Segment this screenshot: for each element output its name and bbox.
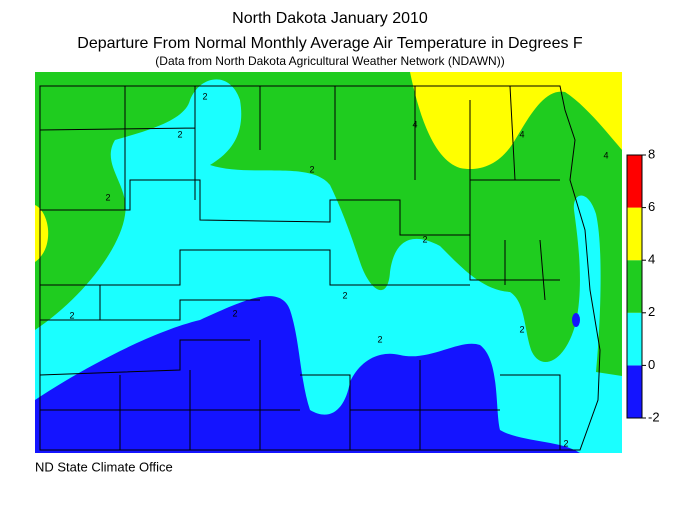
contour-label: 2 [105, 192, 110, 202]
color-legend: 8 6 4 2 0 -2 [626, 146, 660, 424]
legend-band [627, 260, 642, 313]
contour-label: 4 [412, 119, 417, 129]
footer: ND State Climate Office [35, 459, 173, 474]
note: (Data from North Dakota Agricultural Wea… [155, 54, 504, 68]
contour-label: 2 [69, 310, 74, 320]
region-neg2-0 [35, 296, 580, 453]
contour-label: 2 [232, 308, 237, 318]
contour-label: 2 [563, 438, 568, 448]
contour-label: 2 [377, 334, 382, 344]
contour-label: 4 [519, 129, 524, 139]
legend-tick-label: 0 [648, 357, 655, 372]
county-lines [39, 85, 601, 451]
contour-label: 2 [422, 234, 427, 244]
legend-tick-label: 8 [648, 146, 655, 161]
title: North Dakota January 2010 [232, 10, 428, 27]
contour-label: 2 [519, 324, 524, 334]
region-4-6 [410, 72, 622, 170]
legend-band [627, 365, 642, 418]
contour-label: 4 [603, 150, 608, 160]
contour-labels: 2 2 2 2 2 2 2 2 2 2 2 4 4 4 [69, 91, 608, 448]
legend-band [627, 207, 642, 261]
legend-tick-label: -2 [648, 409, 660, 424]
contour-label: 2 [342, 290, 347, 300]
region-4-6-west [35, 205, 49, 262]
contour-label: 2 [177, 129, 182, 139]
legend-tick-label: 4 [648, 252, 655, 267]
legend-frame [626, 154, 643, 419]
contour-label: 2 [309, 164, 314, 174]
map: 2 2 2 2 2 2 2 2 2 2 2 4 4 4 [35, 72, 622, 453]
region-neg2-0-spot [572, 313, 580, 327]
legend-tick-label: 2 [648, 304, 655, 319]
legend-band [627, 155, 642, 208]
contour-label: 2 [202, 91, 207, 101]
legend-tick-label: 6 [648, 199, 655, 214]
subtitle: Departure From Normal Monthly Average Ai… [77, 35, 583, 52]
legend-band [627, 312, 642, 366]
